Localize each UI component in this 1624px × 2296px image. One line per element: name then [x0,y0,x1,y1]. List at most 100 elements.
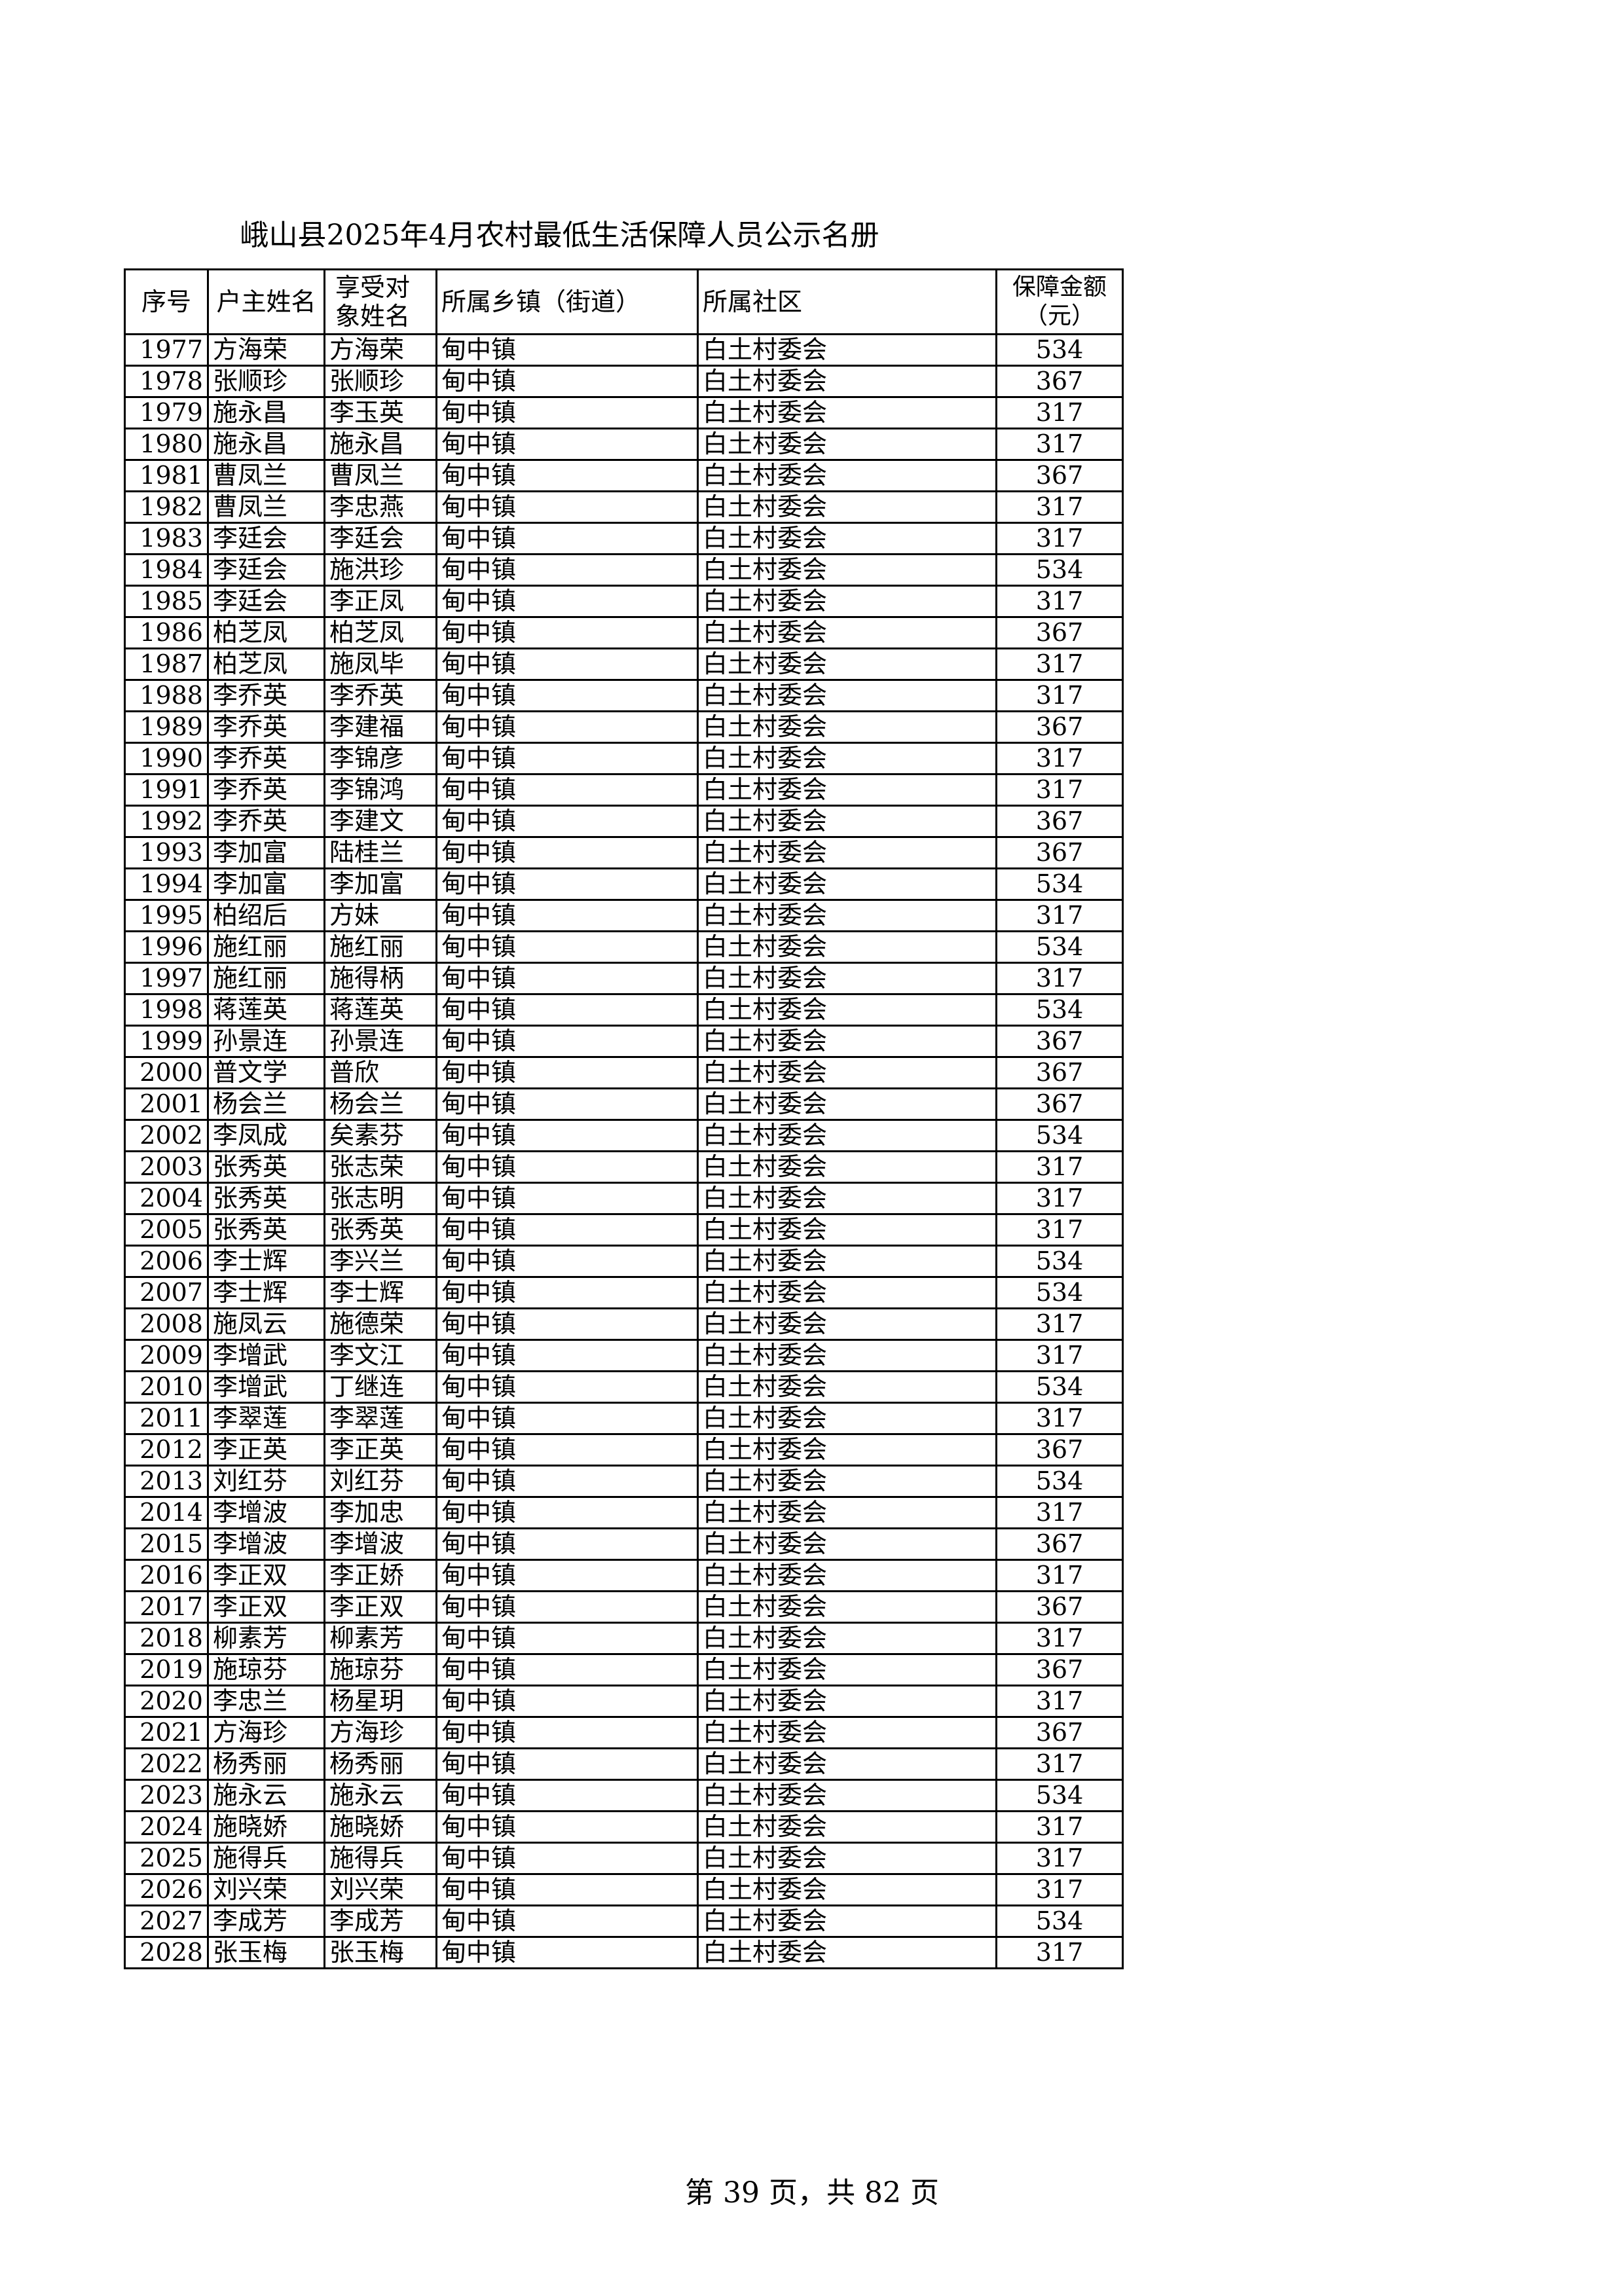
table-cell: 李正双 [323,1590,437,1624]
table-cell: 1997 [124,962,209,995]
table-cell: 甸中镇 [435,1873,699,1906]
table-cell: 李乔英 [207,679,325,712]
table-cell: 李乔英 [207,710,325,744]
table-cell: 317 [995,1307,1124,1341]
table-cell: 甸中镇 [435,1810,699,1844]
table-cell: 施琼芬 [323,1653,437,1686]
table-row: 2026 刘兴荣 刘兴荣 甸中镇 白土村委会 317 [124,1873,1124,1906]
table-cell: 367 [995,1653,1124,1686]
table-cell: 李士辉 [207,1245,325,1278]
table-cell: 甸中镇 [435,867,699,901]
table-cell: 317 [995,773,1124,807]
table-cell: 白土村委会 [697,1119,997,1152]
table-cell: 陆桂兰 [323,836,437,869]
table-cell: 1998 [124,993,209,1027]
table-cell: 白土村委会 [697,1622,997,1655]
table-cell: 曹凤兰 [207,459,325,492]
table-cell: 534 [995,333,1124,367]
table-cell: 甸中镇 [435,899,699,932]
table-cell: 施凤云 [207,1307,325,1341]
table-cell: 甸中镇 [435,1653,699,1686]
table-cell: 杨秀丽 [207,1747,325,1781]
table-cell: 白土村委会 [697,396,997,429]
table-cell: 李加富 [207,836,325,869]
table-row: 2010 李增武 丁继连 甸中镇 白土村委会 534 [124,1370,1124,1404]
table-cell: 2013 [124,1465,209,1498]
table-cell: 施洪珍 [323,553,437,587]
table-cell: 甸中镇 [435,490,699,524]
table-cell: 317 [995,522,1124,555]
table-cell: 1982 [124,490,209,524]
table-cell: 1996 [124,930,209,964]
header-row: 序号 户主姓名 享受对象姓名 所属乡镇（街道） 所属社区 保障金额（元） [124,268,1124,335]
table-cell: 1995 [124,899,209,932]
table-cell: 甸中镇 [435,1842,699,1875]
table-cell: 367 [995,1433,1124,1467]
table-cell: 白土村委会 [697,1056,997,1089]
table-cell: 白土村委会 [697,1465,997,1498]
table-row: 2001 杨会兰 杨会兰 甸中镇 白土村委会 367 [124,1087,1124,1121]
table-cell: 317 [995,1150,1124,1184]
table-cell: 李廷会 [207,585,325,618]
table-cell: 317 [995,1496,1124,1529]
table-cell: 白土村委会 [697,1245,997,1278]
table-cell: 白土村委会 [697,1213,997,1247]
table-cell: 白土村委会 [697,1496,997,1529]
table-row: 1977 方海荣 方海荣 甸中镇 白土村委会 534 [124,333,1124,367]
table-cell: 1981 [124,459,209,492]
table-cell: 甸中镇 [435,1213,699,1247]
table-cell: 2002 [124,1119,209,1152]
table-cell: 317 [995,962,1124,995]
table-cell: 柏芝凤 [207,616,325,649]
table-cell: 甸中镇 [435,553,699,587]
table-cell: 李加忠 [323,1496,437,1529]
table-cell: 367 [995,1056,1124,1089]
table-cell: 白土村委会 [697,1842,997,1875]
table-cell: 2016 [124,1559,209,1592]
table-cell: 李乔英 [323,679,437,712]
table-cell: 李士辉 [207,1276,325,1309]
table-cell: 甸中镇 [435,1056,699,1089]
table-cell: 施晓娇 [207,1810,325,1844]
table-row: 1992 李乔英 李建文 甸中镇 白土村委会 367 [124,805,1124,838]
table-cell: 曹凤兰 [207,490,325,524]
table-cell: 施凤毕 [323,647,437,681]
table-row: 2012 李正英 李正英 甸中镇 白土村委会 367 [124,1433,1124,1467]
table-row: 1982 曹凤兰 李忠燕 甸中镇 白土村委会 317 [124,490,1124,524]
table-cell: 白土村委会 [697,899,997,932]
table-cell: 李正凤 [323,585,437,618]
table-cell: 李建文 [323,805,437,838]
column-header: 享受对象姓名 [323,268,437,335]
table-cell: 1989 [124,710,209,744]
table-row: 1981 曹凤兰 曹凤兰 甸中镇 白土村委会 367 [124,459,1124,492]
table-cell: 矣素芬 [323,1119,437,1152]
table-cell: 甸中镇 [435,1904,699,1938]
table-cell: 白土村委会 [697,1810,997,1844]
table-cell: 甸中镇 [435,1496,699,1529]
table-cell: 曹凤兰 [323,459,437,492]
table-cell: 317 [995,1622,1124,1655]
table-cell: 施永云 [207,1779,325,1812]
table-cell: 杨会兰 [207,1087,325,1121]
table-cell: 1987 [124,647,209,681]
table-cell: 白土村委会 [697,1182,997,1215]
table-cell: 白土村委会 [697,585,997,618]
table-cell: 2010 [124,1370,209,1404]
table-cell: 张秀英 [323,1213,437,1247]
table-cell: 534 [995,1245,1124,1278]
table-cell: 甸中镇 [435,1276,699,1309]
table-cell: 柏芝凤 [207,647,325,681]
table-cell: 白土村委会 [697,1370,997,1404]
column-header: 所属乡镇（街道） [435,268,699,335]
table-cell: 367 [995,1025,1124,1058]
table-cell: 317 [995,490,1124,524]
table-cell: 蒋莲英 [207,993,325,1027]
table-cell: 李正英 [207,1433,325,1467]
table-cell: 白土村委会 [697,1779,997,1812]
table-cell: 刘兴荣 [323,1873,437,1906]
table-cell: 丁继连 [323,1370,437,1404]
table-cell: 李玉英 [323,396,437,429]
table-cell: 甸中镇 [435,428,699,461]
table-cell: 刘红芬 [323,1465,437,1498]
table-cell: 甸中镇 [435,993,699,1027]
